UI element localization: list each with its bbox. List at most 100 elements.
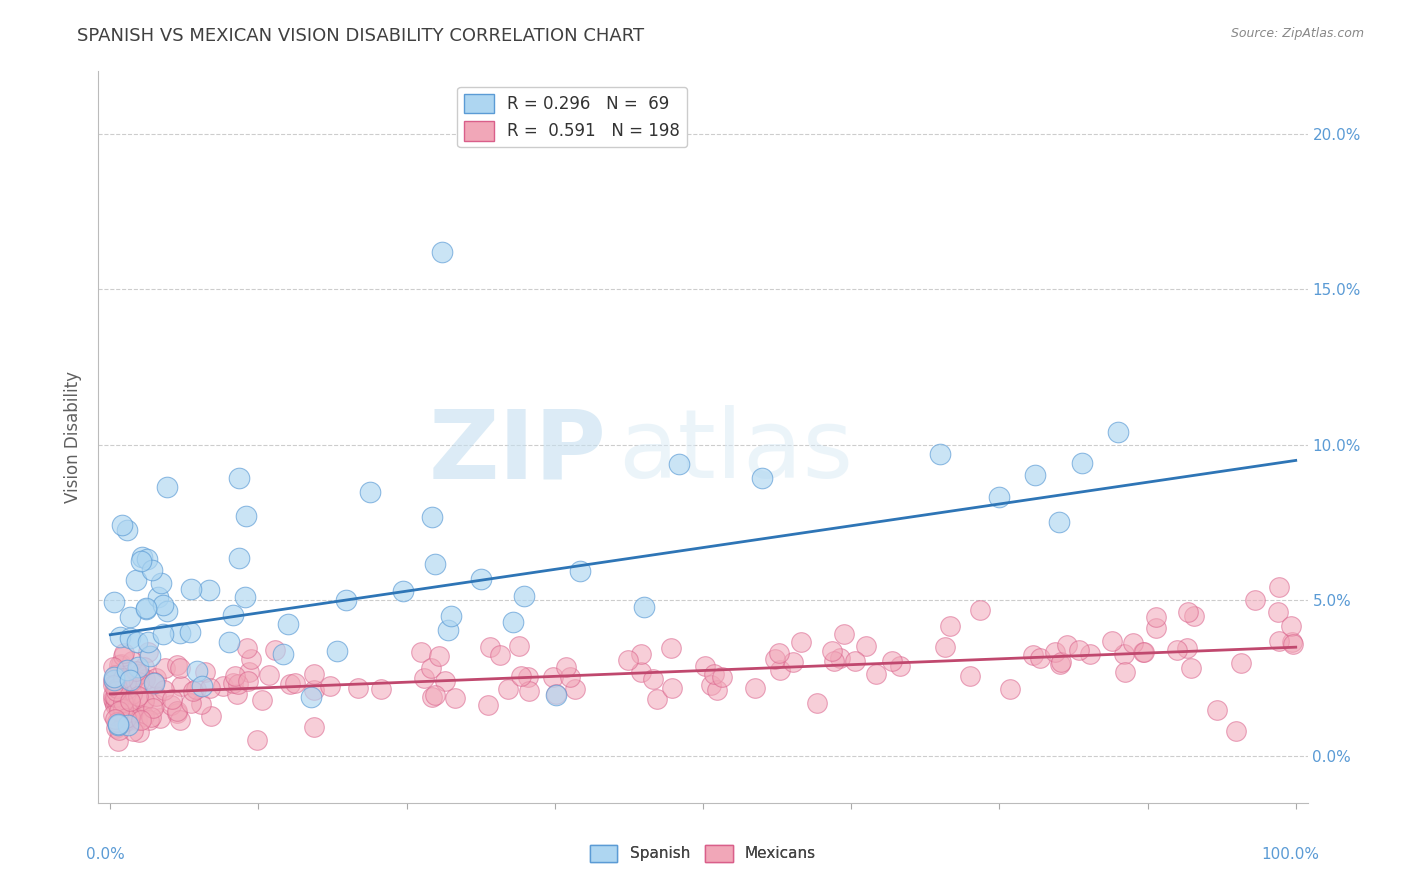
Point xyxy=(180,582,202,596)
Point xyxy=(111,517,134,532)
Point xyxy=(1043,645,1066,659)
Point xyxy=(233,591,256,605)
Point xyxy=(630,647,652,661)
Point xyxy=(643,672,665,686)
Point xyxy=(633,600,655,615)
Point xyxy=(104,678,127,692)
Point xyxy=(118,693,141,707)
Point xyxy=(145,671,167,685)
Point xyxy=(110,676,132,690)
Point xyxy=(101,708,124,723)
Point xyxy=(166,706,188,720)
Point xyxy=(278,676,301,690)
Point xyxy=(101,688,124,702)
Point xyxy=(135,601,157,615)
Point xyxy=(103,695,125,709)
Point xyxy=(103,595,125,609)
Point xyxy=(122,673,145,687)
Point xyxy=(1281,635,1303,649)
Point xyxy=(128,674,150,689)
Point xyxy=(284,676,307,690)
Point xyxy=(117,523,139,537)
Point xyxy=(152,598,174,612)
Point xyxy=(115,714,138,728)
Point xyxy=(889,659,911,673)
Point xyxy=(236,640,259,655)
Point xyxy=(127,660,149,674)
Point xyxy=(440,609,463,624)
Point xyxy=(122,724,145,739)
Point xyxy=(120,674,142,689)
Point xyxy=(1029,651,1052,665)
Point xyxy=(647,691,669,706)
Point xyxy=(768,663,790,677)
Text: 0.0%: 0.0% xyxy=(86,847,125,862)
Point xyxy=(264,643,287,657)
Point xyxy=(699,678,721,692)
Point xyxy=(630,665,652,679)
Point xyxy=(107,733,129,747)
Point xyxy=(544,687,567,701)
Point xyxy=(489,648,512,663)
Point xyxy=(104,684,127,698)
Point xyxy=(181,684,204,698)
Point xyxy=(768,646,790,660)
Point xyxy=(198,681,221,695)
Text: ZIP: ZIP xyxy=(429,405,606,499)
Point xyxy=(544,688,567,702)
Point xyxy=(107,682,129,697)
Point xyxy=(107,717,129,731)
Point xyxy=(103,673,125,687)
Point xyxy=(191,679,214,693)
Point xyxy=(821,644,844,658)
Point xyxy=(128,725,150,739)
Point xyxy=(513,589,536,603)
Point xyxy=(180,696,202,710)
Point xyxy=(152,682,174,697)
Point xyxy=(107,697,129,711)
Point xyxy=(790,635,813,649)
Point xyxy=(560,670,582,684)
Point xyxy=(128,667,150,681)
Point xyxy=(105,696,128,710)
Point xyxy=(112,714,135,729)
Point xyxy=(121,705,143,719)
Point xyxy=(108,671,131,685)
Point xyxy=(127,689,149,703)
Point xyxy=(105,681,128,695)
Point xyxy=(101,660,124,674)
Point xyxy=(104,712,127,726)
Point xyxy=(304,720,326,734)
Point xyxy=(115,682,138,697)
Point xyxy=(423,557,446,571)
Point xyxy=(169,679,191,693)
Point xyxy=(108,684,131,698)
Point xyxy=(245,733,267,747)
Point xyxy=(1114,665,1136,679)
Point xyxy=(1047,515,1070,529)
Point xyxy=(235,509,257,524)
Point xyxy=(1069,643,1091,657)
Point xyxy=(139,710,162,724)
Point xyxy=(391,584,413,599)
Point xyxy=(763,652,786,666)
Point xyxy=(156,479,179,493)
Point xyxy=(959,668,981,682)
Point xyxy=(121,687,143,701)
Point xyxy=(145,689,167,703)
Point xyxy=(129,554,152,568)
Point xyxy=(131,550,153,565)
Point xyxy=(541,669,564,683)
Point xyxy=(1177,605,1199,619)
Point xyxy=(444,690,467,705)
Point xyxy=(138,713,160,727)
Point xyxy=(782,655,804,669)
Point xyxy=(112,647,135,661)
Point xyxy=(1282,637,1305,651)
Point xyxy=(125,573,148,587)
Point xyxy=(104,698,127,713)
Point xyxy=(1022,648,1045,663)
Point xyxy=(277,617,299,632)
Point xyxy=(1184,609,1206,624)
Point xyxy=(427,648,450,663)
